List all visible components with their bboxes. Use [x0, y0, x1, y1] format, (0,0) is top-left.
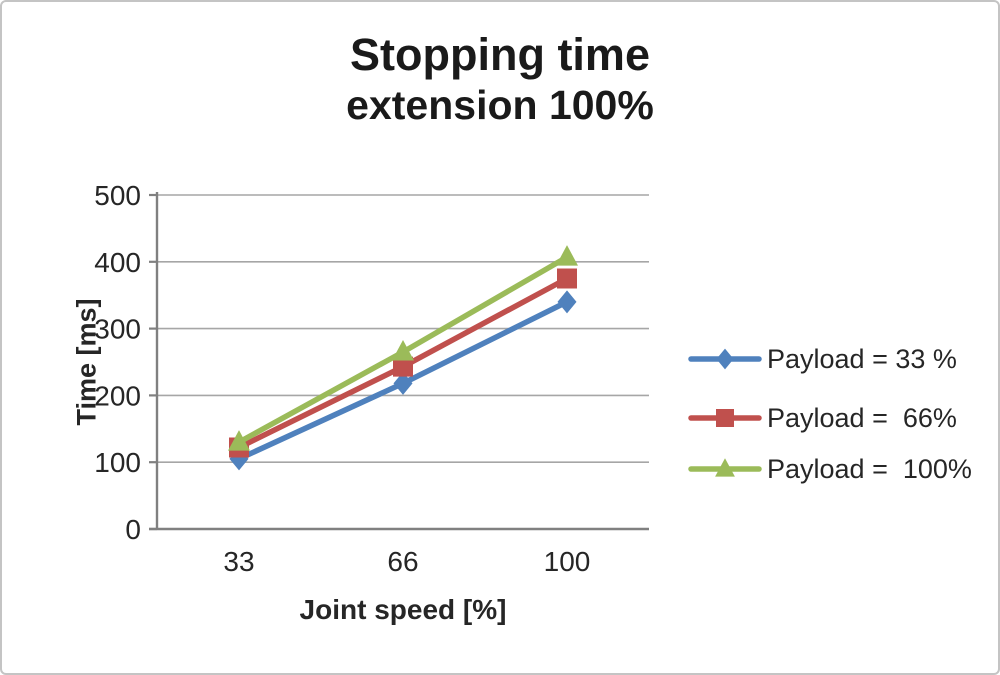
data-marker-triangle	[228, 430, 250, 451]
x-tick-label: 66	[387, 546, 418, 577]
y-tick-label: 100	[94, 447, 141, 478]
y-tick-label: 300	[94, 314, 141, 345]
y-axis-title: Time [ms]	[71, 298, 102, 426]
legend-item-payload-66: Payload = 66%	[688, 401, 957, 435]
legend-marker-square-icon	[688, 409, 762, 427]
y-tick-label: 500	[94, 180, 141, 211]
data-marker-diamond	[393, 371, 413, 395]
data-marker-triangle	[556, 245, 578, 266]
legend: Payload = 33 % Payload = 66% Payload = 1…	[688, 2, 988, 673]
y-tick-label: 200	[94, 380, 141, 411]
x-tick-label: 100	[544, 546, 591, 577]
legend-item-payload-100: Payload = 100%	[688, 452, 972, 486]
legend-label: Payload = 66%	[767, 402, 957, 433]
y-tick-label: 400	[94, 247, 141, 278]
data-marker-diamond	[557, 290, 577, 314]
x-tick-label: 33	[223, 546, 254, 577]
data-marker-triangle	[392, 339, 414, 361]
y-tick-label: 0	[125, 514, 141, 545]
legend-label: Payload = 33 %	[767, 343, 957, 374]
data-marker-square	[557, 268, 577, 289]
x-axis-title: Joint speed [%]	[299, 594, 507, 625]
legend-marker-diamond-icon	[688, 348, 762, 370]
legend-marker-triangle-icon	[688, 458, 762, 477]
legend-item-payload-33: Payload = 33 %	[688, 342, 957, 376]
chart-title: Stopping time extension 100%	[2, 28, 998, 129]
data-marker-square	[393, 356, 413, 377]
legend-label: Payload = 100%	[767, 453, 972, 484]
chart-title-line2: extension 100%	[346, 82, 654, 129]
chart-title-line1: Stopping time	[350, 29, 650, 80]
